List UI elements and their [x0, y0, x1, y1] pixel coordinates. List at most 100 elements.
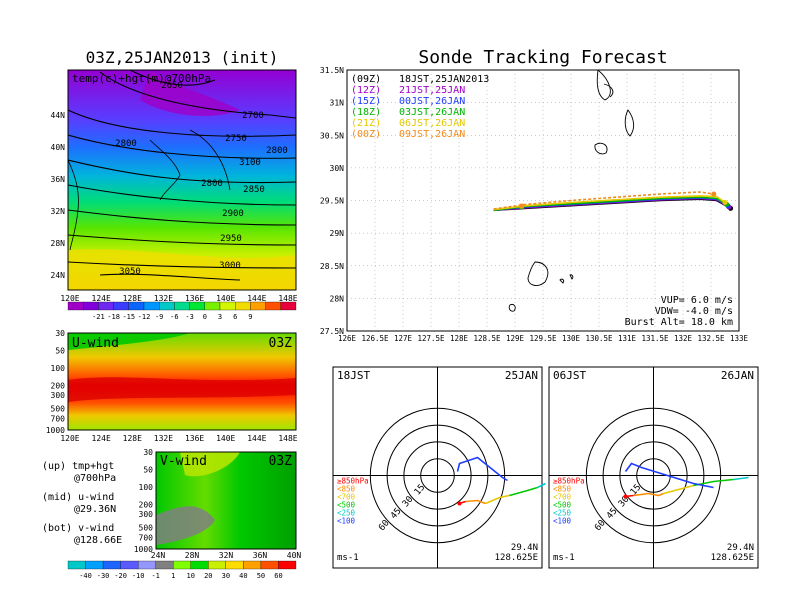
x-tick-label: 144E	[247, 434, 266, 443]
x-tick-label: 124E	[92, 434, 111, 443]
contour-label: 2800	[266, 146, 288, 156]
x-tick-label: 32N	[219, 551, 234, 560]
colorbar-segment	[155, 560, 174, 570]
x-tick-label: 140E	[216, 294, 235, 303]
y-tick-label: 36N	[51, 175, 66, 184]
contour-label: 3050	[119, 267, 141, 277]
contour-label: 3100	[239, 158, 261, 168]
u-wind-jet-core	[68, 377, 296, 402]
colorbar-segment	[159, 301, 175, 311]
note-bot-sub: @128.66E	[74, 535, 122, 546]
time-label: 18JST	[337, 369, 370, 382]
x-tick-label: 120E	[60, 434, 79, 443]
wind-colorbar: -40 -30 -20 -10 -1 1 10 20 30 40 50 60	[67, 560, 297, 580]
x-tick-label: 129.5E	[529, 334, 557, 343]
pressure-legend-item: <850	[337, 485, 356, 494]
v-wind-title: V-wind	[160, 454, 207, 469]
colorbar-segment	[67, 560, 86, 570]
y-tick-label: 200	[139, 500, 154, 509]
x-tick-label: 128E	[123, 434, 142, 443]
sonde-track	[493, 191, 714, 210]
pressure-legend-item: <500	[337, 501, 356, 510]
y-tick-label: 700	[139, 533, 154, 542]
colorbar-label: 1	[171, 572, 175, 580]
pressure-legend-item: ≥850hPa	[553, 477, 585, 486]
launch-parameter: Burst Alt= 18.0 km	[625, 317, 733, 328]
colorbar-segment	[98, 301, 114, 311]
wind-trace	[633, 492, 664, 497]
y-tick-labels: 24N 28N 32N 36N 40N 44N	[51, 111, 66, 280]
y-tick-label: 30	[55, 329, 65, 338]
colorbar-label: 9	[248, 313, 252, 321]
colorbar-label: 30	[222, 572, 230, 580]
colorbar-segment	[265, 301, 281, 311]
x-tick-label: 148E	[278, 294, 297, 303]
colorbar-segment	[85, 560, 104, 570]
colorbar-segment	[204, 301, 221, 311]
colorbar-label: -10	[132, 572, 145, 580]
colorbar-segment	[189, 301, 205, 311]
note-bot-title: (bot) v-wind	[42, 523, 114, 534]
colorbar-segment	[143, 301, 160, 311]
colorbar-segment	[219, 301, 236, 311]
colorbar-segment	[67, 301, 84, 311]
track-marker	[519, 203, 524, 208]
latitude-label: 29.4N	[511, 543, 538, 553]
u-wind-title: U-wind	[72, 336, 119, 351]
colorbar-label: 50	[257, 572, 265, 580]
x-tick-label: 126.5E	[361, 334, 389, 343]
y-tick-label: 32N	[51, 207, 66, 216]
colorbar-segment	[113, 301, 129, 311]
colorbar-label: -40	[79, 572, 92, 580]
y-tick-label: 1000	[134, 545, 153, 554]
colorbar-segment	[174, 301, 190, 311]
latitude-label: 29.4N	[727, 543, 754, 553]
contour-label: 3000	[219, 261, 241, 271]
x-tick-label: 120E	[60, 294, 79, 303]
wind-trace	[456, 456, 508, 482]
burst-point	[711, 191, 717, 197]
x-tick-label: 28N	[185, 551, 200, 560]
y-tick-labels: 27.5N 28N 28.5N 29N 29.5N 30N 30.5N 31N 31.5N	[320, 66, 344, 336]
x-tick-label: 131E	[618, 334, 637, 343]
x-tick-label: 129E	[506, 334, 525, 343]
wind-trace	[733, 476, 749, 481]
x-tick-labels: 120E 124E 128E 132E 136E 140E 144E 148E	[60, 294, 297, 303]
contour-label: 2800	[115, 139, 137, 149]
y-tick-label: 100	[51, 364, 66, 373]
wind-trace	[537, 482, 546, 489]
colorbar-label: 10	[187, 572, 195, 580]
pressure-legend-item: <100	[553, 517, 572, 526]
colorbar-label: -3	[185, 313, 193, 321]
y-tick-label: 50	[143, 465, 153, 474]
pressure-legend-item: <250	[553, 509, 572, 518]
x-tick-label: 127.5E	[417, 334, 445, 343]
colorbar-segment	[173, 560, 191, 570]
v-wind-high-region	[180, 452, 240, 477]
time-label: 06JST	[553, 369, 586, 382]
contour-label: 2850	[243, 185, 265, 195]
pressure-legend-item: <700	[337, 493, 356, 502]
contour-label: 2650	[161, 81, 183, 91]
colorbar-segment	[83, 301, 99, 311]
colorbar-label: -9	[155, 313, 163, 321]
colorbar-segment	[260, 560, 279, 570]
colorbar-segment	[235, 301, 251, 311]
colorbar-label: 3	[218, 313, 222, 321]
legend-code: (18Z)	[351, 107, 381, 118]
legend-time: 09JST,26JAN	[399, 129, 465, 140]
sonde-tracks	[493, 191, 734, 212]
tracking-title: Sonde Tracking Forecast	[418, 47, 667, 68]
launch-parameter: VUP= 6.0 m/s	[661, 295, 733, 306]
height-contours	[68, 70, 296, 281]
x-tick-labels: 120E 124E 128E 132E 136E 140E 144E 148E	[60, 434, 297, 443]
y-tick-label: 29N	[330, 229, 345, 238]
colorbar-label: -15	[122, 313, 135, 321]
tracking-legend: (09Z) 18JST,25JAN2013 (12Z) 21JST,25JAN (15Z…	[351, 74, 489, 140]
y-tick-label: 28.5N	[320, 262, 344, 271]
y-tick-label: 200	[51, 381, 66, 390]
note-mid-sub: @29.36N	[74, 504, 116, 515]
